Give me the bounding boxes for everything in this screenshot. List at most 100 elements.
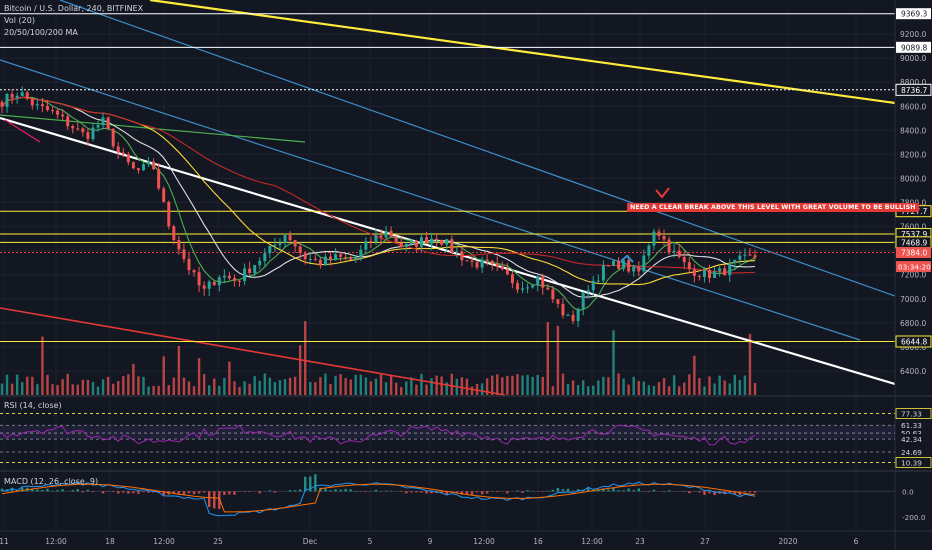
volume-bar [91, 381, 95, 395]
macd-histogram-bar [516, 490, 519, 492]
candle-body [147, 161, 151, 165]
candle-body [425, 237, 429, 244]
rsi-level-label: 50.63 [901, 429, 922, 438]
volume-bar [642, 381, 646, 395]
candle-body [430, 238, 434, 244]
macd-histogram-bar [147, 491, 150, 493]
candle-body [152, 161, 156, 170]
volume-bar [127, 374, 130, 395]
price-tick-label: 8600.0 [900, 102, 926, 111]
candle-body [642, 255, 646, 272]
rsi-level-label: 42.34 [901, 435, 922, 444]
candle-body [515, 283, 519, 290]
volume-bar [202, 374, 206, 395]
volume-bar [733, 374, 736, 395]
candle-body [399, 242, 403, 248]
macd-histogram-bar [132, 491, 135, 494]
candle-body [339, 254, 343, 257]
candle-body [728, 262, 732, 276]
candle-body [601, 265, 605, 281]
annotation-callout: NEED A CLEAR BREAK ABOVE THIS LEVEL WITH… [627, 203, 919, 212]
volume-bar [344, 378, 347, 395]
candle-body [20, 92, 24, 96]
macd-histogram-bar [470, 491, 474, 495]
candle-body [96, 125, 100, 128]
volume-bar [288, 377, 292, 395]
candle-body [596, 280, 600, 282]
volume-bar [450, 373, 453, 395]
macd-histogram-bar [61, 489, 64, 492]
candle-body [445, 239, 449, 245]
macd-histogram-bar [324, 488, 327, 492]
x-tick-label: 12:00 [153, 537, 175, 546]
candle-body [657, 231, 661, 237]
x-tick-label: 12:00 [581, 537, 603, 546]
volume-bar [167, 385, 170, 395]
candle-body [551, 289, 555, 300]
candle-body [0, 102, 4, 107]
macd-histogram-bar [233, 491, 236, 495]
candle-body [470, 260, 474, 262]
macd-histogram-bar [415, 491, 418, 493]
candle-body [435, 238, 439, 241]
macd-histogram-bar [632, 490, 635, 492]
candle-body [571, 314, 575, 322]
volume-bar [667, 386, 671, 395]
candle-body [243, 268, 247, 281]
macd-histogram-bar [460, 491, 464, 495]
candle-body [323, 256, 327, 266]
ma-legend: 20/50/100/200 MA [4, 28, 78, 37]
volume-bar [546, 322, 549, 395]
macd-histogram-bar [465, 491, 469, 495]
volume-bar [607, 377, 610, 395]
candle-body [374, 235, 378, 242]
macd-histogram-bar [698, 491, 701, 493]
x-tick-label: 6 [854, 537, 859, 546]
price-tick-label: 7200.0 [900, 271, 926, 280]
price-level-label: 8736.7 [901, 86, 927, 95]
macd-histogram-bar [506, 491, 509, 494]
volume-bar [177, 345, 181, 395]
candle-body [121, 152, 125, 155]
volume-bar [480, 383, 484, 395]
macd-histogram-bar [248, 491, 251, 492]
volume-bar [238, 386, 241, 395]
volume-bar [111, 383, 115, 395]
volume-bar [405, 381, 408, 395]
price-tick-label: 9000.0 [900, 54, 926, 63]
candle-body [91, 127, 95, 140]
macd-histogram-bar [51, 490, 54, 492]
volume-bar [571, 380, 575, 395]
candle-body [384, 230, 388, 238]
macd-histogram-bar [344, 488, 347, 492]
volume-bar [248, 383, 251, 395]
macd-histogram-bar [561, 489, 565, 492]
candle-body [606, 265, 610, 267]
rsi-level-box [895, 457, 932, 468]
volume-bar [319, 377, 322, 395]
macd-histogram-bar [405, 491, 408, 494]
volume-bar [15, 374, 19, 395]
volume-bar [5, 374, 9, 395]
macd-histogram-bar [122, 491, 125, 493]
candle-body [622, 260, 626, 269]
volume-legend: Vol (20) [4, 16, 35, 25]
macd-histogram-bar [738, 491, 742, 496]
volume-bar [213, 378, 216, 395]
candle-body [521, 288, 525, 290]
macd-histogram-bar [713, 491, 716, 496]
candle-body [546, 287, 550, 290]
candle-body [187, 258, 191, 271]
x-tick-label: 9 [428, 537, 433, 546]
macd-histogram-bar [172, 491, 176, 494]
macd-histogram-bar [213, 491, 216, 509]
macd-histogram-bar [208, 491, 211, 508]
volume-bar [142, 376, 145, 395]
candle-body [51, 110, 55, 112]
volume-bar [597, 380, 600, 395]
candle-body [232, 278, 236, 281]
candle-body [202, 285, 206, 289]
volume-bar [637, 380, 640, 395]
volume-bar [688, 374, 691, 395]
